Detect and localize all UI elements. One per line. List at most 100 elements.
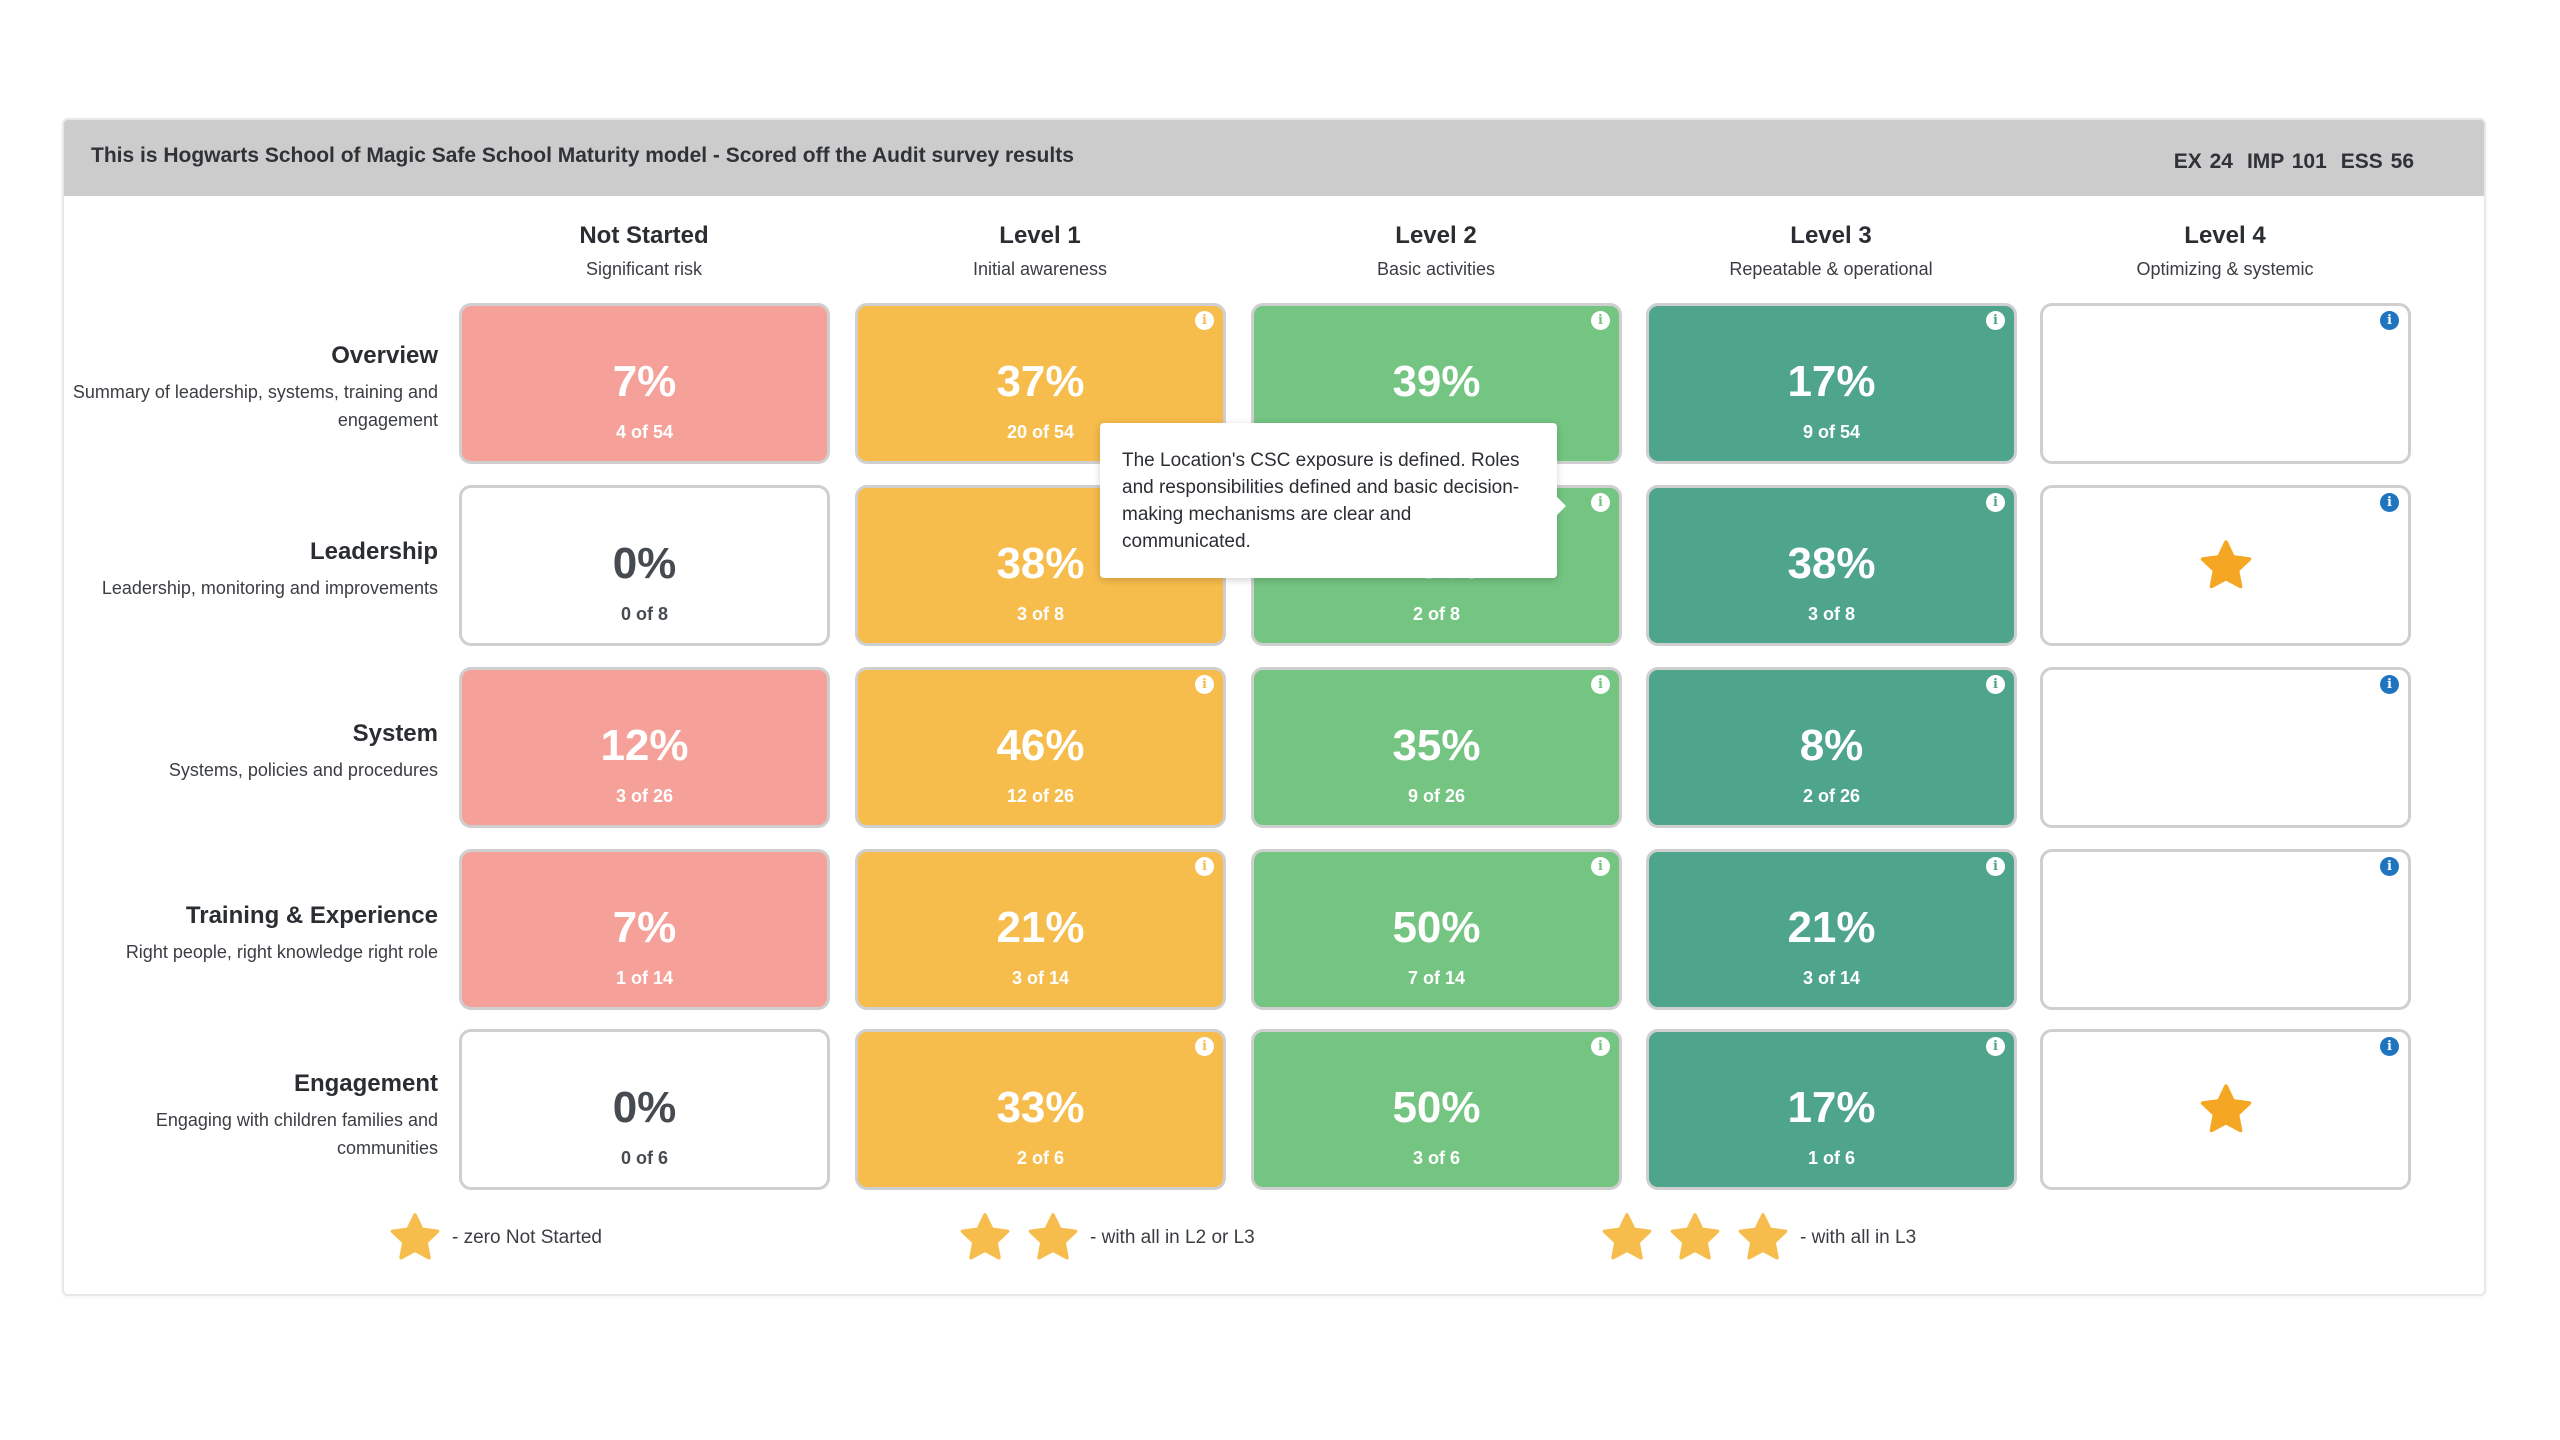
info-icon[interactable]: i [1986,675,2005,694]
maturity-cell[interactable]: 0% 0 of 6 [459,1029,830,1190]
info-icon[interactable]: i [1591,493,1610,512]
row-label: Engagement Engaging with children familie… [70,1070,438,1162]
maturity-cell[interactable]: i 17% 9 of 54 [1646,303,2017,464]
column-subtitle: Repeatable & operational [1729,259,1933,279]
panel-header: This is Hogwarts School of Magic Safe Sc… [64,120,2484,196]
cell-count: 2 of 8 [1412,604,1460,624]
column-header: Level 3 Repeatable & operational [1646,222,2016,280]
info-icon[interactable]: i [1195,857,1214,876]
maturity-cell[interactable]: i [2040,849,2411,1010]
row-title: Training & Experience [185,902,438,929]
cell-percentage: 21% [1787,903,1876,952]
maturity-cell[interactable]: i [2040,1029,2411,1190]
maturity-cell[interactable]: i 8% 2 of 26 [1646,667,2017,828]
row-label: Training & Experience Right people, right… [70,902,438,966]
maturity-cell[interactable]: 7% 1 of 14 [459,849,830,1010]
cell-percentage: 37% [996,357,1085,406]
cell-count: 2 of 26 [1802,786,1861,806]
info-icon[interactable]: i [2380,311,2399,330]
row-subtitle: Summary of leadership, systems, training… [72,382,438,430]
cell-count: 12 of 26 [1006,786,1075,806]
maturity-cell[interactable]: 0% 0 of 8 [459,485,830,646]
maturity-cell[interactable]: i 21% 3 of 14 [855,849,1226,1010]
info-icon[interactable]: i [1591,311,1610,330]
maturity-cell[interactable]: i [2040,303,2411,464]
row-label: Overview Summary of leadership, systems, … [70,342,438,434]
info-icon[interactable]: i [2380,493,2399,512]
cell-count: 7 of 14 [1407,968,1466,988]
row-title: Leadership [309,538,438,565]
maturity-cell[interactable]: i 38% 3 of 8 [1646,485,2017,646]
info-icon[interactable]: i [1195,675,1214,694]
column-subtitle: Basic activities [1376,259,1496,279]
maturity-cell[interactable]: i 17% 1 of 6 [1646,1029,2017,1190]
cell-percentage: 46% [996,721,1085,770]
cell-percentage: 21% [996,903,1085,952]
panel-title: This is Hogwarts School of Magic Safe Sc… [91,144,1074,167]
star-icon [958,1211,1026,1265]
info-icon[interactable]: i [1195,1037,1214,1056]
info-icon[interactable]: i [2380,1037,2399,1056]
maturity-cell[interactable]: 7% 4 of 54 [459,303,830,464]
info-icon[interactable]: i [1591,857,1610,876]
cell-percentage: 38% [996,539,1085,588]
info-icon[interactable]: i [2380,675,2399,694]
row-subtitle: Engaging with children families and comm… [155,1110,438,1158]
cell-count: 1 of 6 [1807,1148,1855,1168]
cell-count: 0 of 8 [620,604,668,624]
stat-ess: ESS 56 [2340,150,2414,173]
maturity-cell[interactable]: 12% 3 of 26 [459,667,830,828]
info-icon[interactable]: i [2380,857,2399,876]
column-title: Level 3 [1790,222,1872,249]
star-icon [2198,538,2254,594]
maturity-cell[interactable]: i 33% 2 of 6 [855,1029,1226,1190]
info-icon[interactable]: i [1986,857,2005,876]
cell-count: 9 of 26 [1407,786,1466,806]
tooltip-text: The Location's CSC exposure is defined. … [1122,450,1520,552]
cell-count: 3 of 8 [1807,604,1855,624]
cell-percentage: 8% [1799,721,1864,770]
info-icon[interactable]: i [1591,675,1610,694]
column-subtitle: Significant risk [585,259,703,279]
cell-percentage: 12% [600,721,689,770]
cell-percentage: 38% [1787,539,1876,588]
cell-percentage: 50% [1392,1083,1481,1132]
legend-label: - with all in L3 [1800,1227,1917,1248]
star-icon [1668,1211,1736,1265]
star-icon [1600,1211,1668,1265]
column-header: Level 2 Basic activities [1251,222,1621,280]
cell-count: 2 of 6 [1016,1148,1064,1168]
cell-percentage: 33% [996,1083,1085,1132]
info-icon[interactable]: i [1195,311,1214,330]
info-icon[interactable]: i [1986,311,2005,330]
maturity-cell[interactable]: i 50% 7 of 14 [1251,849,1622,1010]
row-subtitle: Leadership, monitoring and improvements [101,578,438,598]
maturity-cell[interactable]: i 50% 3 of 6 [1251,1029,1622,1190]
row-label: System Systems, policies and procedures [70,720,438,784]
info-icon[interactable]: i [1986,493,2005,512]
info-icon[interactable]: i [1591,1037,1610,1056]
legend-item: - zero Not Started [388,1212,602,1264]
column-subtitle: Initial awareness [972,259,1108,279]
row-title: Overview [331,342,438,369]
cell-count: 4 of 54 [615,422,674,442]
cell-count: 3 of 8 [1016,604,1064,624]
cell-count: 0 of 6 [620,1148,668,1168]
cell-count: 1 of 14 [615,968,674,988]
cell-count: 3 of 14 [1011,968,1070,988]
row-label: Leadership Leadership, monitoring and imp… [70,538,438,602]
star-icon [1026,1211,1094,1265]
maturity-cell[interactable]: i 46% 12 of 26 [855,667,1226,828]
maturity-cell[interactable]: i [2040,667,2411,828]
info-icon[interactable]: i [1986,1037,2005,1056]
maturity-cell[interactable]: i [2040,485,2411,646]
cell-percentage: 50% [1392,903,1481,952]
star-icon [2198,1082,2254,1138]
cell-percentage: 35% [1392,721,1481,770]
star-icon [388,1211,456,1265]
info-tooltip: The Location's CSC exposure is defined. … [1100,423,1566,578]
maturity-cell[interactable]: i 21% 3 of 14 [1646,849,2017,1010]
maturity-cell[interactable]: i 35% 9 of 26 [1251,667,1622,828]
cell-count: 3 of 6 [1412,1148,1460,1168]
row-title: System [352,720,438,747]
